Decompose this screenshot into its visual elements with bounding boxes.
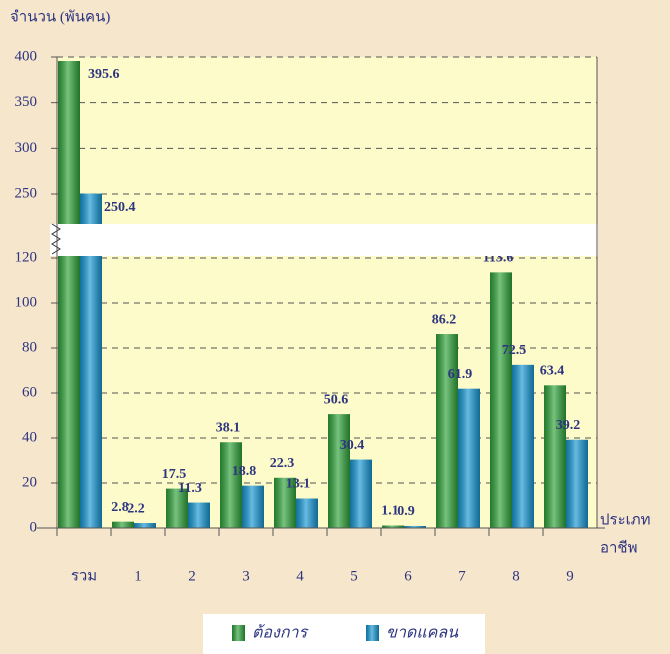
axis-break [50,224,598,256]
data-label: 17.5 [162,467,187,482]
bar-shine [382,525,404,528]
bar-shine [80,193,102,528]
x-tick-label: 4 [296,568,304,584]
x-tick-label: 5 [350,568,358,584]
y-tick-label: 350 [15,94,38,110]
y-tick-label: 60 [22,384,37,400]
data-label: 38.1 [216,420,241,435]
bar-shine [134,523,156,528]
legend-label: ขาดแคลน [386,625,459,642]
bar-shine [458,388,480,528]
y-tick-label: 20 [22,474,37,490]
y-tick-label: 80 [22,339,37,355]
break-symbol [51,223,61,255]
data-label: 0.9 [397,504,415,519]
legend-swatch-shine [366,625,379,641]
legend-label: ต้องการ [252,624,309,642]
bar-shine [296,498,318,528]
bar-shine [404,525,426,528]
legend-box [203,614,485,654]
bar-shine [544,385,566,528]
x-tick-label: 6 [404,568,412,584]
x-tick-label: 3 [242,568,250,584]
y-tick-label: 40 [22,429,37,445]
data-label: 2.2 [127,501,145,516]
data-label: 39.2 [556,418,581,433]
data-label: 63.4 [540,364,565,379]
x-tick-label: 7 [458,568,466,584]
y-tick-label: 0 [30,519,38,535]
data-label: 72.5 [502,343,527,358]
bar-shine [436,334,458,528]
data-label: 11.3 [178,481,202,496]
y-axis-title: จำนวน (พันคน) [10,8,110,25]
legend-swatch-shine [232,625,245,641]
data-label: 50.6 [324,392,349,407]
data-label: 250.4 [104,200,136,215]
bar-shine [566,439,588,528]
bar-shine [166,488,188,528]
bar-shine [220,442,242,528]
x-axis-title: ประเภท [600,512,651,528]
bar-shine [274,477,296,528]
bar-shine [512,364,534,528]
bar-shine [350,459,372,528]
data-label: 18.8 [232,464,257,479]
data-label: 395.6 [88,67,120,82]
data-label: 86.2 [432,312,457,327]
bar-shine [490,272,512,528]
x-tick-label: 1 [134,568,142,584]
bar-shine [112,521,134,528]
data-label: 1.1 [381,504,399,519]
bar-shine [242,485,264,528]
data-label: 30.4 [340,438,365,453]
x-tick-label: 2 [188,568,196,584]
data-label: 61.9 [448,367,473,382]
y-tick-label: 100 [15,294,38,310]
data-label: 22.3 [270,456,295,471]
y-tick-label: 250 [15,185,38,201]
x-tick-label: 9 [566,568,574,584]
y-tick-label: 300 [15,140,38,156]
x-tick-label: 8 [512,568,520,584]
x-axis-title: อาชีพ [600,539,638,556]
x-tick-label: รวม [71,568,97,584]
data-label: 13.1 [286,477,311,492]
bar-shine [328,414,350,528]
y-tick-label: 120 [15,249,38,265]
bar-shine [188,502,210,528]
bar-shine [58,61,80,528]
data-label: 2.8 [111,500,129,515]
y-tick-label: 400 [15,48,38,64]
